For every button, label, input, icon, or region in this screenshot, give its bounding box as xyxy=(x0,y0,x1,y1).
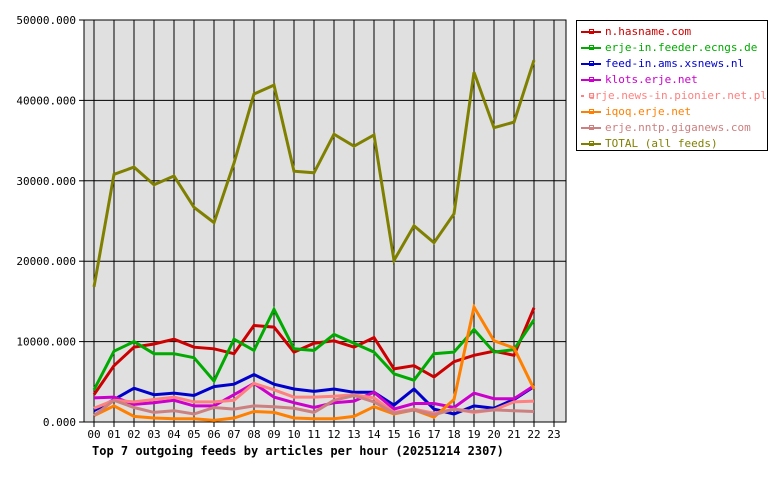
x-tick-label: 18 xyxy=(447,428,460,441)
y-tick-label: 20000.000 xyxy=(16,255,76,268)
x-tick-label: 06 xyxy=(207,428,220,441)
legend-label: erje.nntp.giganews.com xyxy=(605,121,751,134)
x-tick-label: 14 xyxy=(367,428,381,441)
x-tick-label: 02 xyxy=(127,428,140,441)
y-tick-label: 0.000 xyxy=(43,416,76,429)
legend-swatch-icon xyxy=(581,77,601,82)
legend-swatch-icon xyxy=(581,61,601,66)
series-line xyxy=(93,381,535,411)
y-tick-label: 10000.000 xyxy=(16,336,76,349)
legend-item: feed-in.ams.xsnews.nl xyxy=(581,56,767,72)
x-tick-label: 03 xyxy=(147,428,160,441)
x-tick-label: 21 xyxy=(507,428,520,441)
x-tick-label: 04 xyxy=(167,428,181,441)
legend: n.hasname.com erje-in.feeder.ecngs.de feed… xyxy=(576,20,768,151)
legend-label: erje.news-in.pionier.net.pl xyxy=(588,89,767,102)
x-tick-label: 01 xyxy=(107,428,120,441)
legend-swatch-icon xyxy=(581,45,601,50)
legend-label: n.hasname.com xyxy=(605,25,692,38)
chart-title: Top 7 outgoing feeds by articles per hou… xyxy=(92,444,504,458)
series-line xyxy=(93,393,535,417)
legend-swatch-icon xyxy=(581,141,601,146)
x-tick-label: 07 xyxy=(227,428,240,441)
x-tick-label: 11 xyxy=(307,428,320,441)
legend-label: feed-in.ams.xsnews.nl xyxy=(605,57,745,70)
legend-item: n.hasname.com xyxy=(581,24,767,40)
y-tick-label: 50000.000 xyxy=(16,14,76,27)
x-tick-label: 12 xyxy=(327,428,340,441)
x-tick-label: 13 xyxy=(347,428,360,441)
legend-item: iqoq.erje.net xyxy=(581,104,767,120)
data-series xyxy=(92,59,536,422)
series-line xyxy=(92,306,536,391)
legend-item: erje-in.feeder.ecngs.de xyxy=(581,40,767,56)
series-line xyxy=(92,307,536,396)
legend-label: iqoq.erje.net xyxy=(605,105,692,118)
y-tick-label: 40000.000 xyxy=(16,94,76,107)
x-axis: 00 01 02 03 04 05 06 07 08 09 10 11 12 13 14 15 16 17 18 19… xyxy=(87,422,561,441)
legend-item: erje.news-in.pionier.net.pl xyxy=(581,88,767,104)
legend-item: klots.erje.net xyxy=(581,72,767,88)
x-tick-label: 00 xyxy=(87,428,100,441)
legend-label: klots.erje.net xyxy=(605,73,698,86)
legend-item: erje.nntp.giganews.com xyxy=(581,120,767,136)
y-axis: 0.000 10000.000 20000.000 30000.000 40000.00… xyxy=(16,14,84,429)
y-tick-label: 30000.000 xyxy=(16,175,76,188)
legend-label: erje-in.feeder.ecngs.de xyxy=(605,41,758,54)
series-line xyxy=(93,302,536,422)
x-tick-label: 05 xyxy=(187,428,200,441)
x-tick-label: 20 xyxy=(487,428,500,441)
x-tick-label: 22 xyxy=(527,428,540,441)
x-tick-label: 19 xyxy=(467,428,480,441)
legend-swatch-icon xyxy=(581,93,595,98)
legend-swatch-icon xyxy=(581,29,601,34)
x-tick-label: 08 xyxy=(247,428,260,441)
legend-item: TOTAL (all feeds) xyxy=(581,136,767,152)
x-tick-label: 16 xyxy=(407,428,420,441)
x-tick-label: 15 xyxy=(387,428,400,441)
legend-label: TOTAL (all feeds) xyxy=(605,137,718,150)
x-tick-label: 10 xyxy=(287,428,300,441)
legend-swatch-icon xyxy=(581,109,601,114)
x-tick-label: 23 xyxy=(547,428,560,441)
x-tick-label: 09 xyxy=(267,428,280,441)
series-line xyxy=(92,59,536,288)
x-tick-label: 17 xyxy=(427,428,440,441)
legend-swatch-icon xyxy=(581,125,601,130)
